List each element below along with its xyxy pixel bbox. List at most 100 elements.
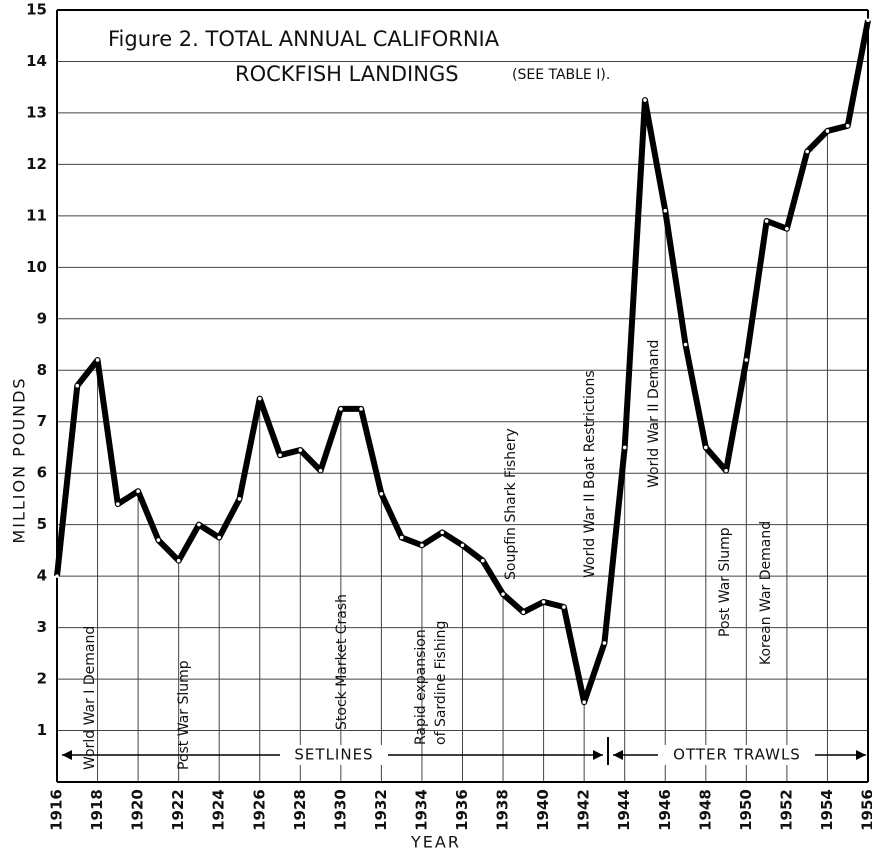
y-tick-label: 2 xyxy=(37,670,47,688)
y-tick-label: 11 xyxy=(26,206,47,224)
data-point xyxy=(866,18,870,23)
annotation: Post War Slump xyxy=(717,527,733,637)
data-point xyxy=(704,445,708,450)
y-tick-label: 13 xyxy=(26,103,47,121)
data-point xyxy=(663,208,668,213)
data-point xyxy=(724,468,728,473)
data-point xyxy=(399,535,404,540)
x-tick-label: 1920 xyxy=(129,789,147,831)
data-point xyxy=(562,605,566,609)
label-bg xyxy=(660,745,813,765)
x-tick-label: 1924 xyxy=(210,789,228,831)
data-point xyxy=(643,98,647,102)
gear-label: SETLINES xyxy=(294,746,373,764)
data-point xyxy=(440,530,445,535)
x-tick-label: 1956 xyxy=(859,789,872,831)
chart-title: Figure 2. TOTAL ANNUAL CALIFORNIA xyxy=(108,27,500,51)
data-point xyxy=(197,522,201,527)
x-tick-label: 1940 xyxy=(534,789,552,831)
x-tick-label: 1916 xyxy=(48,789,66,831)
x-tick-label: 1926 xyxy=(250,789,268,831)
data-point xyxy=(622,445,627,450)
x-tick-label: 1948 xyxy=(696,789,714,831)
data-point xyxy=(217,535,221,540)
annotation: Post War Slump xyxy=(176,660,192,770)
data-point xyxy=(460,543,465,548)
y-tick-label: 14 xyxy=(26,52,47,70)
data-point xyxy=(318,468,323,473)
data-point xyxy=(95,358,100,362)
data-point xyxy=(541,600,546,604)
data-point xyxy=(257,396,262,401)
x-tick-label: 1950 xyxy=(737,789,755,831)
annotation: Soupfin Shark Fishery xyxy=(503,428,519,580)
annotation: World War II Boat Restrictions xyxy=(582,370,598,578)
y-tick-label: 9 xyxy=(37,309,47,327)
data-point xyxy=(845,124,850,128)
x-tick-label: 1928 xyxy=(291,789,309,831)
x-tick-label: 1944 xyxy=(615,789,633,831)
data-point xyxy=(764,219,769,223)
x-tick-label: 1930 xyxy=(331,789,349,831)
x-tick-label: 1918 xyxy=(88,789,106,831)
annotation: Korean War Demand xyxy=(758,521,774,665)
x-tick-label: 1932 xyxy=(372,789,390,831)
annotation: of Sardine Fishing xyxy=(433,621,449,745)
data-point xyxy=(582,700,586,705)
y-tick-label: 15 xyxy=(26,1,47,19)
arrow-head xyxy=(613,750,623,760)
gear-label: OTTER TRAWLS xyxy=(673,746,801,764)
data-point xyxy=(501,592,505,596)
data-point xyxy=(75,383,80,388)
data-point xyxy=(55,574,59,578)
x-tick-label: 1952 xyxy=(777,789,795,831)
y-tick-label: 6 xyxy=(37,464,47,482)
annotation: Rapid expansion xyxy=(413,629,429,745)
annotation: World War II Demand xyxy=(646,340,662,488)
data-point xyxy=(521,610,526,614)
arrow-head xyxy=(856,750,866,760)
data-point xyxy=(298,448,303,452)
y-tick-label: 7 xyxy=(37,412,47,430)
data-point xyxy=(785,226,789,231)
data-point xyxy=(805,149,809,154)
y-tick-label: 12 xyxy=(26,155,47,173)
data-point xyxy=(136,489,140,494)
y-tick-label: 10 xyxy=(26,258,47,276)
data-point xyxy=(156,538,161,542)
label-bg xyxy=(282,745,386,765)
y-tick-label: 1 xyxy=(37,721,47,739)
x-tick-label: 1942 xyxy=(575,789,593,831)
x-tick-label: 1954 xyxy=(818,789,836,831)
chart-note: (SEE TABLE I). xyxy=(512,67,610,83)
x-tick-label: 1934 xyxy=(412,789,430,831)
data-point xyxy=(359,407,363,411)
y-tick-label: 5 xyxy=(37,515,47,533)
y-tick-label: 8 xyxy=(37,361,47,379)
data-point xyxy=(825,129,830,133)
annotation: World War I Demand xyxy=(82,626,98,770)
data-point xyxy=(379,491,384,496)
data-point xyxy=(744,358,749,362)
y-tick-label: 3 xyxy=(37,618,47,636)
data-point xyxy=(602,641,607,645)
y-tick-label: 4 xyxy=(37,567,47,585)
x-tick-label: 1922 xyxy=(169,789,187,831)
chart-subtitle: ROCKFISH LANDINGS xyxy=(235,62,459,86)
x-tick-label: 1938 xyxy=(494,789,512,831)
arrow-head xyxy=(593,750,603,760)
y-axis-label: MILLION POUNDS xyxy=(10,376,29,543)
data-point xyxy=(339,407,343,411)
x-tick-label: 1936 xyxy=(453,789,471,831)
arrow-head xyxy=(62,750,72,760)
data-point xyxy=(176,558,181,563)
data-point xyxy=(278,453,282,457)
data-point xyxy=(683,342,688,347)
data-point xyxy=(116,502,120,506)
data-point xyxy=(480,558,485,563)
data-point xyxy=(237,497,242,501)
annotation: Stock Market Crash xyxy=(334,594,350,730)
x-tick-label: 1946 xyxy=(656,789,674,831)
x-axis-label: YEAR xyxy=(410,833,461,852)
